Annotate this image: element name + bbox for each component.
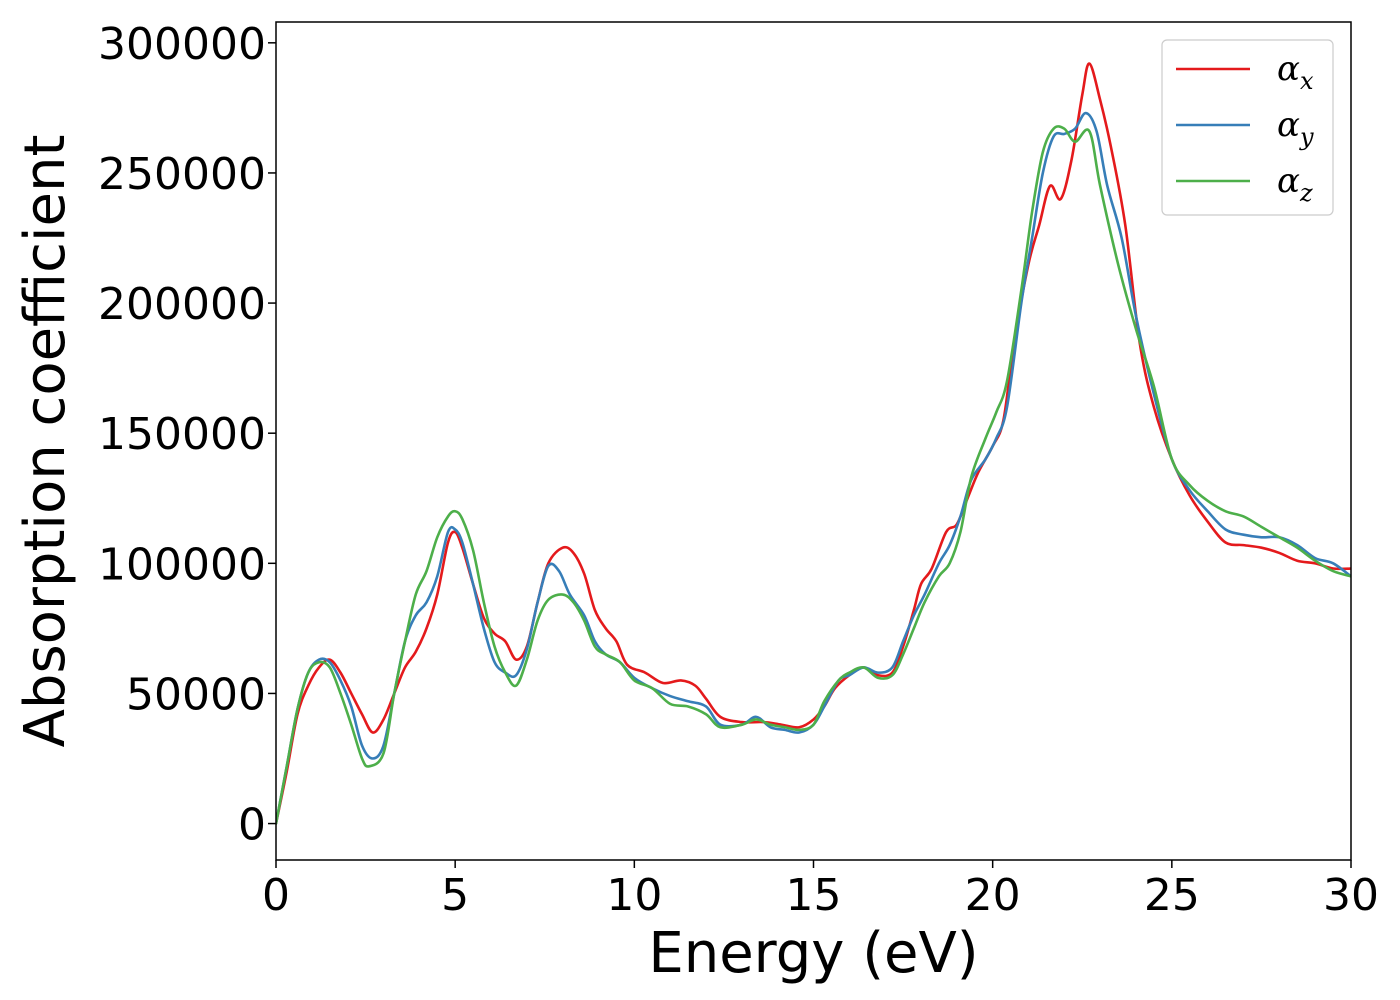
x-tick-label: 5 [441,870,469,921]
legend-box [1161,39,1334,216]
x-tick-label: 20 [965,870,1021,921]
plot-lines [276,62,1351,825]
x-tick-label: 30 [1323,870,1379,921]
series-line-y [276,111,1351,825]
legend: αx αy αz [1161,39,1334,216]
y-tick-label: 150000 [98,409,266,460]
legend-label-z: αz [1277,161,1313,207]
x-tick-label: 0 [262,870,290,921]
y-tick-label: 300000 [98,19,266,70]
y-axis-title: Absorption coefficient [13,135,78,748]
y-tick-label: 250000 [98,149,266,200]
x-tick-label: 15 [786,870,842,921]
series-line-x [276,62,1351,825]
x-tick-label: 10 [606,870,662,921]
legend-label-y: αy [1277,105,1314,151]
y-tick-label: 0 [238,800,266,851]
x-axis: 0 5 10 15 20 25 30 [262,860,1379,921]
series-line-z [276,125,1351,825]
legend-label-x: αx [1277,49,1314,95]
y-tick-label: 200000 [98,279,266,330]
x-tick-label: 25 [1144,870,1200,921]
y-tick-label: 100000 [98,539,266,590]
x-axis-title: Energy (eV) [648,921,978,986]
y-axis: 0 50000 100000 150000 200000 250000 300000 [98,19,276,851]
y-tick-label: 50000 [126,669,266,720]
